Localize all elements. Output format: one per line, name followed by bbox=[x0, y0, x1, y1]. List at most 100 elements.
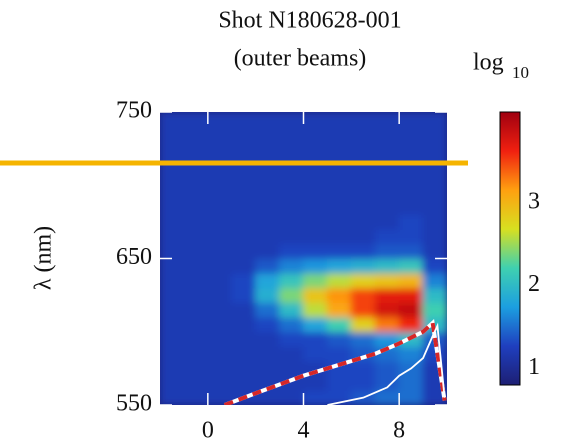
heatmap-cell bbox=[398, 140, 424, 157]
heatmap-cell bbox=[231, 126, 257, 142]
line bbox=[223, 318, 447, 405]
heatmap-cell bbox=[207, 287, 233, 303]
heatmap-cell bbox=[231, 243, 257, 259]
heatmap-cell bbox=[398, 126, 424, 142]
heatmap-cell bbox=[350, 301, 376, 318]
heatmap-cell bbox=[255, 316, 281, 333]
heatmap-cell bbox=[350, 316, 376, 333]
heatmap-cell bbox=[326, 199, 352, 216]
heatmap-cell bbox=[374, 258, 400, 274]
heatmap-cell bbox=[160, 228, 185, 245]
heatmap-cell bbox=[303, 331, 328, 347]
heatmap-cell bbox=[231, 287, 257, 303]
colorbar bbox=[499, 111, 521, 386]
heatmap-cell bbox=[207, 126, 233, 142]
heatmap-cell bbox=[160, 316, 185, 333]
heatmap-cell bbox=[374, 214, 400, 230]
heatmap-cell bbox=[279, 126, 304, 142]
heatmap-cell bbox=[422, 243, 447, 259]
heatmap-cell bbox=[422, 140, 447, 157]
heatmap-cell bbox=[422, 360, 447, 377]
heatmap-cell bbox=[350, 331, 376, 347]
heatmap-cell bbox=[422, 126, 447, 142]
heatmap-cell bbox=[303, 375, 328, 391]
heatmap-cell bbox=[207, 228, 233, 245]
heatmap-cell bbox=[350, 170, 376, 186]
y-tick-label: 750 bbox=[116, 98, 152, 124]
y-tick-label: 550 bbox=[116, 391, 152, 417]
heatmap-cell bbox=[183, 170, 209, 186]
heatmap-cell bbox=[255, 199, 281, 216]
heatmap-cell bbox=[183, 214, 209, 230]
overlay-lines bbox=[223, 318, 447, 405]
heatmap-cell bbox=[374, 301, 400, 318]
heatmap-cell bbox=[279, 199, 304, 216]
heatmap-cell bbox=[255, 214, 281, 230]
heatmap-cell bbox=[231, 112, 257, 128]
heatmap-cell bbox=[374, 331, 400, 347]
heatmap-cell bbox=[255, 112, 281, 128]
heatmap-cell bbox=[398, 243, 424, 259]
heatmap-cell bbox=[398, 301, 424, 318]
heatmap-cell bbox=[160, 287, 185, 303]
heatmap-cell bbox=[207, 331, 233, 347]
heatmap-cell bbox=[279, 389, 304, 405]
heatmap-cell bbox=[374, 112, 400, 128]
heatmap-cell bbox=[326, 170, 352, 186]
heatmap-cell bbox=[207, 375, 233, 391]
heatmap-cell bbox=[326, 345, 352, 362]
heatmap-cell bbox=[303, 272, 328, 289]
heatmap-cell bbox=[183, 228, 209, 245]
heatmap-cell bbox=[279, 331, 304, 347]
heatmap-cell bbox=[279, 170, 304, 186]
heatmap-cell bbox=[398, 316, 424, 333]
heatmap-cell bbox=[326, 301, 352, 318]
heatmap-cell bbox=[255, 184, 281, 201]
heatmap-cell bbox=[303, 389, 328, 405]
heatmap-cell bbox=[422, 214, 447, 230]
heatmap-cell bbox=[160, 184, 185, 201]
heatmap-cell bbox=[231, 375, 257, 391]
heatmap-cell bbox=[160, 345, 185, 362]
heatmap-cell bbox=[422, 228, 447, 245]
heatmap-cell bbox=[350, 184, 376, 201]
heatmap-cell bbox=[183, 258, 209, 274]
chart-subtitle: (outer beams) bbox=[234, 46, 367, 72]
heatmap-cell bbox=[279, 112, 304, 128]
heatmap-cell bbox=[160, 331, 185, 347]
heatmap-cell bbox=[207, 360, 233, 377]
heatmap-cell bbox=[326, 228, 352, 245]
heatmap-cell bbox=[183, 272, 209, 289]
heatmap-cell bbox=[160, 199, 185, 216]
colorbar-tick-label: 1 bbox=[528, 354, 540, 380]
colorbar-label-subscript: 10 bbox=[512, 63, 529, 82]
heatmap-cell bbox=[207, 345, 233, 362]
heatmap-cell bbox=[255, 170, 281, 186]
heatmap-cell bbox=[422, 301, 447, 318]
heatmap-cell bbox=[279, 140, 304, 157]
heatmap-cell bbox=[350, 112, 376, 128]
heatmap-cell bbox=[398, 228, 424, 245]
heatmap-cell bbox=[326, 287, 352, 303]
heatmap-cell bbox=[255, 272, 281, 289]
heatmap-cell bbox=[255, 345, 281, 362]
heatmap-cell bbox=[350, 228, 376, 245]
heatmap-cell bbox=[231, 331, 257, 347]
heatmap-cell bbox=[398, 214, 424, 230]
heatmap-cell bbox=[279, 243, 304, 259]
heatmap-cell bbox=[326, 243, 352, 259]
heatmap-cell bbox=[374, 126, 400, 142]
heatmap-cell bbox=[398, 112, 424, 128]
heatmap-cell bbox=[183, 375, 209, 391]
heatmap-cell bbox=[303, 170, 328, 186]
heatmap-cell bbox=[207, 184, 233, 201]
heatmap-cell bbox=[374, 389, 400, 405]
heatmap-cell bbox=[326, 272, 352, 289]
heatmap-cell bbox=[326, 258, 352, 274]
heatmap-cell bbox=[398, 258, 424, 274]
heatmap-cell bbox=[183, 287, 209, 303]
heatmap-cell bbox=[160, 214, 185, 230]
heatmap-cell bbox=[422, 389, 447, 405]
heatmap-cell bbox=[326, 140, 352, 157]
heatmap-cell bbox=[303, 184, 328, 201]
